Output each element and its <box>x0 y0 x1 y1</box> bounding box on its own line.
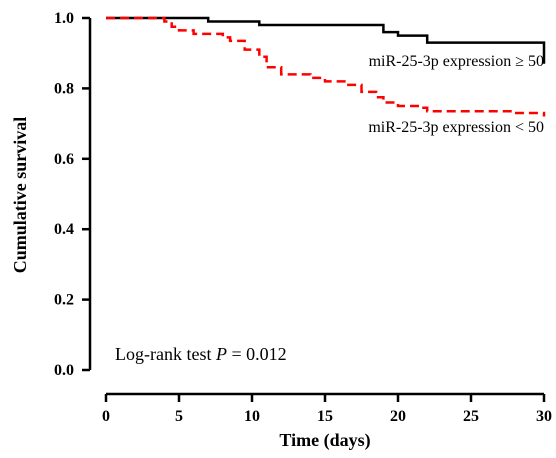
y-tick-label: 0.0 <box>54 362 74 379</box>
y-tick-label: 1.0 <box>54 10 74 27</box>
x-tick-label: 5 <box>175 408 183 425</box>
x-tick-label: 15 <box>317 408 333 425</box>
x-tick-label: 10 <box>244 408 260 425</box>
y-tick-label: 0.4 <box>54 221 74 238</box>
x-axis-title: Time (days) <box>279 430 370 451</box>
y-axis-ticks: 0.0 0.2 0.4 0.6 0.8 1.0 <box>54 10 90 379</box>
y-axis-title: Cumulative survival <box>10 117 30 274</box>
x-tick-label: 25 <box>463 408 479 425</box>
annotation-prefix: Log-rank test <box>115 344 216 364</box>
annotation-value: = 0.012 <box>227 344 287 364</box>
legend-label-low: miR-25-3p expression < 50 <box>368 119 544 136</box>
survival-curve-low <box>106 16 546 117</box>
x-axis-ticks: 0 5 10 15 20 25 30 <box>102 394 552 425</box>
series-layer <box>106 16 546 117</box>
x-tick-label: 0 <box>102 408 110 425</box>
x-tick-label: 20 <box>390 408 406 425</box>
legend-label-high: miR-25-3p expression ≥ 50 <box>369 53 544 70</box>
y-tick-label: 0.6 <box>54 151 74 168</box>
logrank-annotation: Log-rank test P = 0.012 <box>115 344 287 364</box>
x-tick-label: 30 <box>536 408 552 425</box>
survival-curve-high <box>106 16 546 64</box>
y-tick-label: 0.2 <box>54 292 74 309</box>
y-tick-label: 0.8 <box>54 80 74 97</box>
annotation-p-symbol: P <box>215 344 227 364</box>
